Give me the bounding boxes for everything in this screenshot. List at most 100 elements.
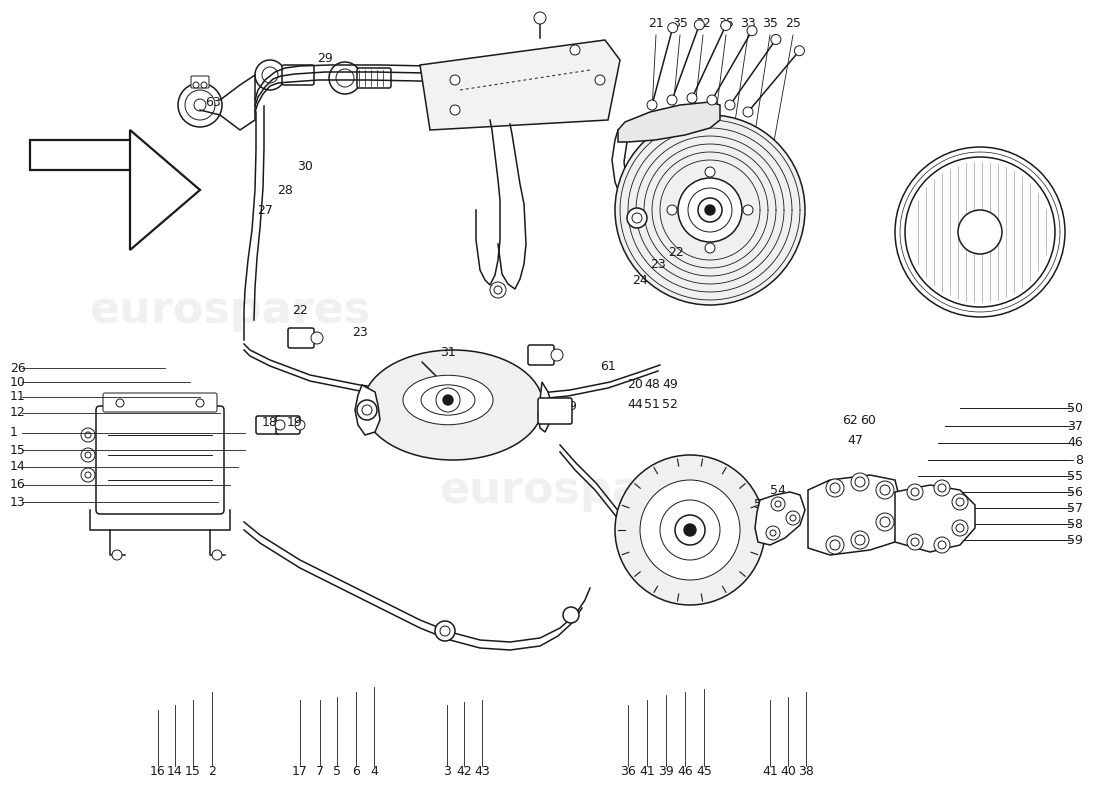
Text: 17: 17 — [293, 765, 308, 778]
Text: 15: 15 — [185, 765, 201, 778]
Circle shape — [876, 513, 894, 531]
Circle shape — [570, 45, 580, 55]
Circle shape — [85, 432, 91, 438]
Circle shape — [880, 517, 890, 527]
Text: 26: 26 — [10, 362, 25, 374]
Circle shape — [747, 26, 757, 36]
Text: 55: 55 — [1067, 470, 1084, 482]
Circle shape — [705, 243, 715, 253]
Circle shape — [938, 541, 946, 549]
FancyBboxPatch shape — [96, 406, 224, 514]
Polygon shape — [895, 485, 975, 552]
Circle shape — [178, 83, 222, 127]
Text: 39: 39 — [658, 765, 674, 778]
Circle shape — [956, 524, 964, 532]
Circle shape — [794, 46, 804, 56]
Text: 11: 11 — [10, 390, 25, 403]
Circle shape — [551, 349, 563, 361]
Circle shape — [275, 420, 285, 430]
Circle shape — [675, 515, 705, 545]
Circle shape — [771, 34, 781, 45]
Circle shape — [851, 473, 869, 491]
FancyBboxPatch shape — [103, 393, 217, 412]
Circle shape — [790, 515, 796, 521]
Text: 29: 29 — [317, 51, 333, 65]
Text: 61: 61 — [601, 361, 616, 374]
Text: 2: 2 — [208, 765, 216, 778]
Ellipse shape — [363, 350, 543, 460]
Circle shape — [85, 472, 91, 478]
Circle shape — [450, 105, 460, 115]
Circle shape — [895, 147, 1065, 317]
Circle shape — [911, 488, 918, 496]
Circle shape — [678, 178, 743, 242]
Circle shape — [956, 498, 964, 506]
Text: 8: 8 — [1075, 454, 1084, 466]
Circle shape — [647, 100, 657, 110]
Circle shape — [742, 205, 754, 215]
Polygon shape — [355, 385, 380, 435]
Text: 36: 36 — [620, 765, 636, 778]
Circle shape — [490, 282, 506, 298]
Text: 62: 62 — [843, 414, 858, 426]
Text: 1: 1 — [10, 426, 18, 439]
Circle shape — [911, 538, 918, 546]
Circle shape — [196, 399, 204, 407]
Circle shape — [934, 537, 950, 553]
Circle shape — [908, 534, 923, 550]
Text: 3: 3 — [443, 765, 451, 778]
Circle shape — [434, 621, 455, 641]
Text: 40: 40 — [780, 765, 796, 778]
Text: 28: 28 — [277, 183, 293, 197]
FancyBboxPatch shape — [538, 398, 572, 424]
Text: 14: 14 — [10, 461, 25, 474]
Text: 32: 32 — [695, 17, 711, 30]
Text: 43: 43 — [474, 765, 490, 778]
Ellipse shape — [403, 375, 493, 425]
Text: 4: 4 — [370, 765, 378, 778]
Circle shape — [770, 530, 776, 536]
Circle shape — [262, 67, 278, 83]
FancyBboxPatch shape — [276, 416, 300, 434]
Circle shape — [436, 388, 460, 412]
Circle shape — [494, 286, 502, 294]
Circle shape — [563, 607, 579, 623]
Circle shape — [705, 205, 715, 215]
Text: 22: 22 — [293, 303, 308, 317]
Text: 6: 6 — [352, 765, 360, 778]
Circle shape — [81, 448, 95, 462]
Polygon shape — [420, 40, 620, 130]
Circle shape — [627, 208, 647, 228]
Text: 41: 41 — [639, 765, 654, 778]
Text: 20: 20 — [627, 378, 642, 391]
Circle shape — [688, 188, 732, 232]
Text: 47: 47 — [847, 434, 862, 446]
Text: 63: 63 — [205, 95, 221, 109]
Text: 21: 21 — [648, 17, 664, 30]
Text: 48: 48 — [645, 378, 660, 391]
Circle shape — [358, 400, 377, 420]
Polygon shape — [130, 130, 200, 250]
Circle shape — [632, 213, 642, 223]
Text: 34: 34 — [1002, 246, 1018, 259]
Polygon shape — [808, 475, 900, 555]
Circle shape — [786, 511, 800, 525]
Polygon shape — [30, 140, 200, 190]
Circle shape — [615, 115, 805, 305]
FancyBboxPatch shape — [191, 76, 209, 88]
Circle shape — [112, 550, 122, 560]
Circle shape — [905, 157, 1055, 307]
Circle shape — [201, 82, 207, 88]
Ellipse shape — [421, 385, 475, 415]
Circle shape — [705, 167, 715, 177]
Circle shape — [212, 550, 222, 560]
Text: 22: 22 — [668, 246, 684, 258]
Text: 33: 33 — [740, 17, 756, 30]
Circle shape — [826, 536, 844, 554]
Circle shape — [698, 198, 722, 222]
Polygon shape — [755, 492, 805, 545]
Circle shape — [876, 481, 894, 499]
Circle shape — [116, 399, 124, 407]
Text: 49: 49 — [662, 378, 678, 391]
Circle shape — [534, 12, 546, 24]
